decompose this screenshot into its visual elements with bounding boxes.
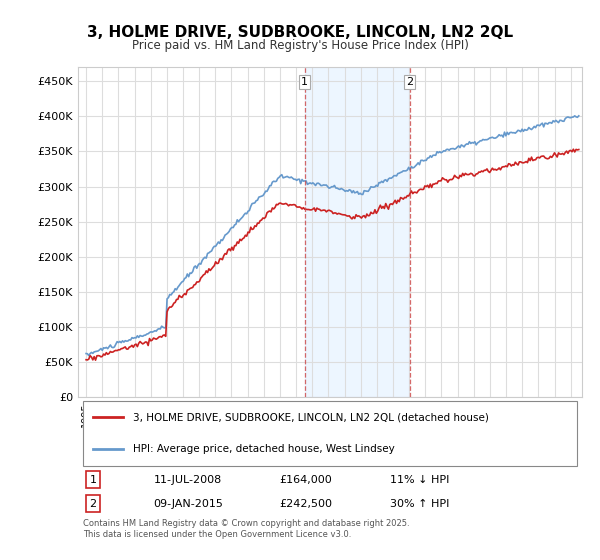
Text: Contains HM Land Registry data © Crown copyright and database right 2025.
This d: Contains HM Land Registry data © Crown c… — [83, 519, 410, 539]
Text: 3, HOLME DRIVE, SUDBROOKE, LINCOLN, LN2 2QL: 3, HOLME DRIVE, SUDBROOKE, LINCOLN, LN2 … — [87, 25, 513, 40]
FancyBboxPatch shape — [83, 401, 577, 466]
Text: 11% ↓ HPI: 11% ↓ HPI — [391, 475, 450, 485]
Text: Price paid vs. HM Land Registry's House Price Index (HPI): Price paid vs. HM Land Registry's House … — [131, 39, 469, 52]
Text: 09-JAN-2015: 09-JAN-2015 — [154, 499, 223, 509]
Text: £164,000: £164,000 — [280, 475, 332, 485]
Text: 2: 2 — [89, 499, 97, 509]
Text: 1: 1 — [89, 475, 97, 485]
Text: £242,500: £242,500 — [280, 499, 332, 509]
Text: 11-JUL-2008: 11-JUL-2008 — [154, 475, 222, 485]
Text: 3, HOLME DRIVE, SUDBROOKE, LINCOLN, LN2 2QL (detached house): 3, HOLME DRIVE, SUDBROOKE, LINCOLN, LN2 … — [133, 412, 490, 422]
Text: HPI: Average price, detached house, West Lindsey: HPI: Average price, detached house, West… — [133, 444, 395, 454]
Text: 30% ↑ HPI: 30% ↑ HPI — [391, 499, 450, 509]
Text: 2: 2 — [406, 77, 413, 87]
Text: 1: 1 — [301, 77, 308, 87]
